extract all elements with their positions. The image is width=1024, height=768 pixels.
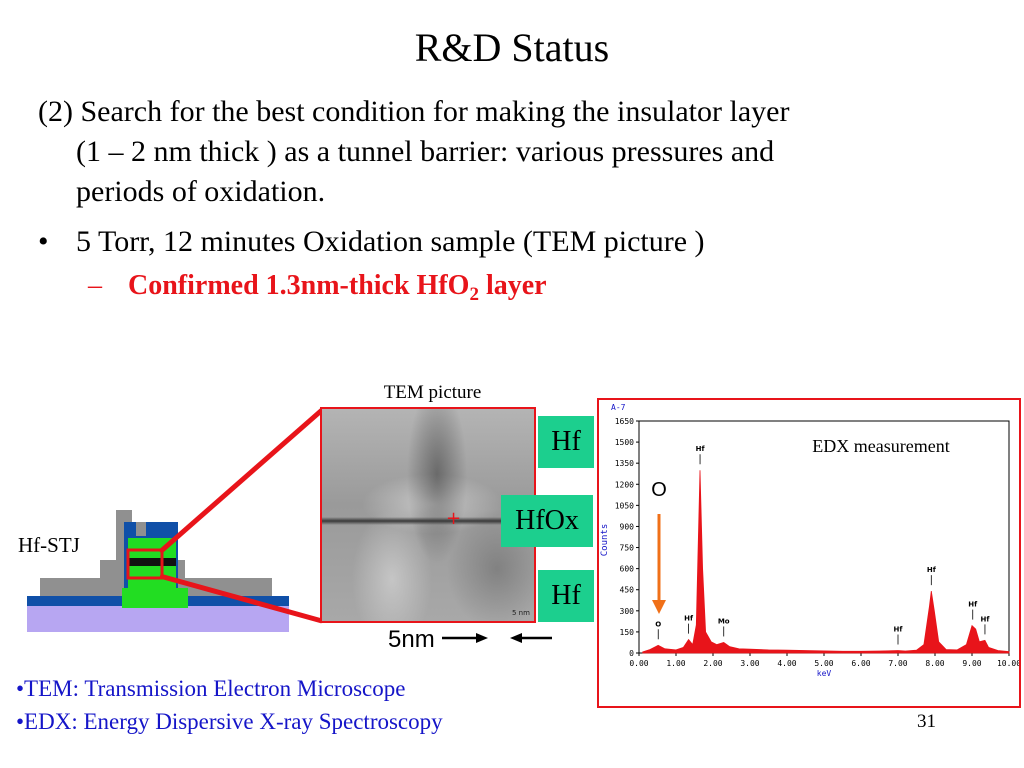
- x-tick-label: 4.00: [777, 659, 796, 668]
- x-tick-label: 9.00: [962, 659, 981, 668]
- y-tick-label: 750: [620, 544, 635, 553]
- panel-label: A-7: [611, 403, 626, 412]
- y-tick-label: 1050: [615, 501, 634, 510]
- spectrum-area: [642, 470, 1010, 654]
- sub-bullet-text: Confirmed 1.3nm-thick HfO: [128, 270, 470, 301]
- slide-title: R&D Status: [414, 25, 610, 70]
- footnote-tem: •TEM: Transmission Electron Microscope: [16, 676, 406, 701]
- tem-scalebar-label: 5 nm: [512, 609, 530, 617]
- hf-bottom-label: Hf: [538, 570, 594, 622]
- bullet-dot: •: [38, 225, 49, 258]
- bullet-text: 5 Torr, 12 minutes Oxidation sample (TEM…: [76, 225, 705, 258]
- x-tick-label: 8.00: [925, 659, 944, 668]
- zoom-region-box: [126, 548, 164, 580]
- tem-barrier-line: [322, 517, 534, 525]
- gray-contact: [136, 522, 146, 536]
- tem-picture-caption: TEM picture: [383, 382, 482, 403]
- peak-label: Hf: [894, 625, 904, 633]
- sub-bullet-dash: –: [88, 270, 102, 301]
- scale-5nm-label: 5nm: [388, 626, 435, 653]
- zoom-line-bottom: [159, 573, 323, 624]
- substrate-layer: [27, 604, 289, 632]
- arrow-right-icon: [476, 633, 488, 643]
- y-axis-label: Counts: [600, 524, 610, 557]
- footnote-edx: •EDX: Energy Dispersive X-ray Spectrosco…: [16, 709, 443, 734]
- y-tick-label: 300: [620, 607, 635, 616]
- y-tick-label: 0: [629, 649, 634, 658]
- x-tick-label: 10.00: [997, 659, 1021, 668]
- y-tick-label: 1500: [615, 438, 634, 447]
- y-tick-label: 150: [620, 628, 635, 637]
- subscript-2: 2: [469, 284, 479, 305]
- peak-label: Hf: [980, 615, 990, 623]
- zoom-line-top: [158, 408, 324, 554]
- crosshair-icon: +: [446, 508, 462, 529]
- green-base: [122, 588, 188, 608]
- peak-label: O: [655, 620, 661, 628]
- hf-stj-cross-section: [27, 510, 289, 632]
- page-number: 31: [917, 711, 936, 732]
- peak-label: Hf: [968, 601, 978, 609]
- oxygen-arrow-icon: [652, 600, 666, 614]
- y-tick-label: 900: [620, 522, 635, 531]
- hf-stj-label: Hf-STJ: [18, 533, 80, 557]
- sub-bullet-suffix: layer: [478, 270, 547, 301]
- x-tick-label: 5.00: [814, 659, 833, 668]
- x-axis-label: keV: [817, 669, 832, 678]
- paragraph-oxidation-search: (2) Search for the best condition for ma…: [38, 92, 998, 212]
- barrier-black-layer: [128, 558, 176, 566]
- y-tick-label: 1350: [615, 459, 634, 468]
- peak-label: Hf: [684, 615, 694, 623]
- x-tick-label: 2.00: [703, 659, 722, 668]
- bullet-oxidation-sample: • 5 Torr, 12 minutes Oxidation sample (TE…: [38, 222, 998, 262]
- y-tick-label: 450: [620, 586, 635, 595]
- x-tick-label: 0.00: [629, 659, 648, 668]
- peak-label: Hf: [696, 445, 706, 453]
- chart-title: EDX measurement: [812, 436, 949, 456]
- peak-label: Hf: [927, 566, 937, 574]
- oxygen-annotation: O: [651, 479, 667, 501]
- paragraph-line-1: (2) Search for the best condition for ma…: [38, 95, 790, 128]
- x-tick-label: 1.00: [666, 659, 685, 668]
- hf-top-label: Hf: [538, 416, 594, 468]
- paragraph-line-2: (1 – 2 nm thick ) as a tunnel barrier: v…: [76, 135, 775, 168]
- scale-arrows: [442, 633, 552, 643]
- x-tick-label: 6.00: [851, 659, 870, 668]
- arrow-left-icon: [510, 633, 522, 643]
- peak-label: Mo: [718, 617, 730, 625]
- hfox-label: HfOx: [501, 495, 593, 547]
- x-tick-label: 3.00: [740, 659, 759, 668]
- edx-spectrum-chart: A-7 0 150 300 450 600 750 900 1050 1200 1350 1500 16…: [597, 398, 1021, 708]
- sub-bullet-confirmed-layer: – Confirmed 1.3nm-thick HfO2 layer: [88, 266, 547, 306]
- x-tick-label: 7.00: [888, 659, 907, 668]
- paragraph-line-3: periods of oxidation.: [76, 175, 326, 208]
- chart-layer: A-7 0 150 300 450 600 750 900 1050 1200 1350 1500 16…: [600, 403, 1021, 678]
- y-tick-label: 1200: [615, 480, 634, 489]
- y-tick-label: 600: [620, 565, 635, 574]
- y-tick-label: 1650: [615, 417, 634, 426]
